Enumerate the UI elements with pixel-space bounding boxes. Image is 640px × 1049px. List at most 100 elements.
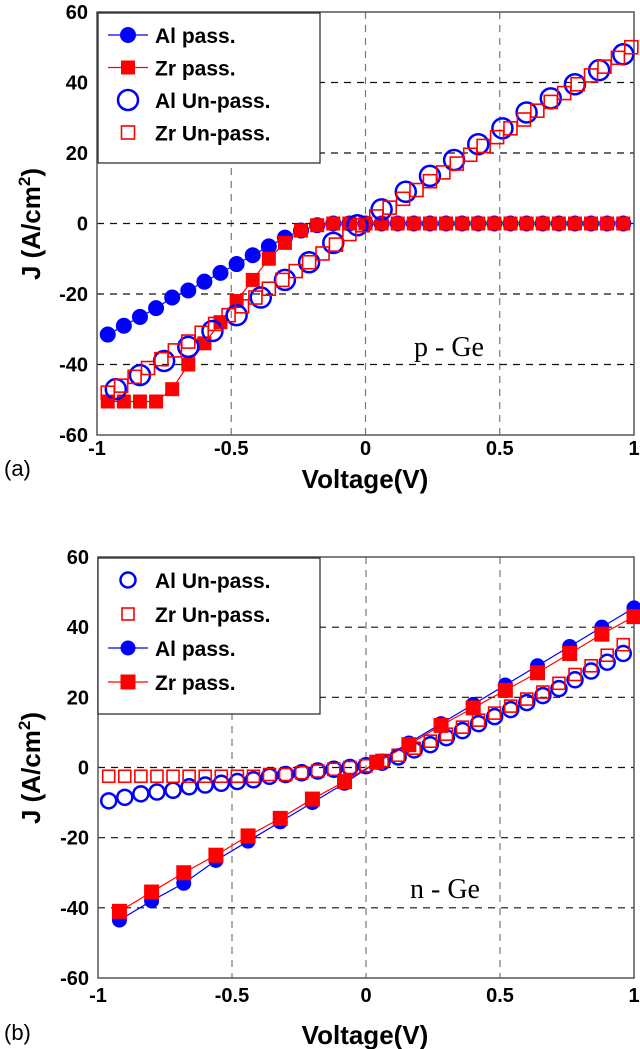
- data-point-circle: [164, 289, 181, 306]
- data-point-square: [610, 50, 626, 66]
- data-point-square: [567, 216, 582, 231]
- data-point-square: [294, 765, 309, 780]
- data-point-square: [278, 767, 293, 782]
- data-point-square: [487, 706, 502, 720]
- data-point-square: [245, 272, 260, 287]
- data-point-square: [570, 76, 585, 92]
- data-point-square: [181, 357, 196, 372]
- data-point-square: [230, 769, 245, 784]
- data-point-circle: [115, 317, 132, 334]
- legend-entry: Zr pass.: [108, 58, 236, 81]
- data-point-circle: [260, 238, 277, 255]
- legend-entry: Al Un-pass.: [119, 570, 271, 593]
- data-point-square: [355, 217, 371, 233]
- data-point-circle: [501, 700, 520, 719]
- data-point-circle: [120, 27, 136, 43]
- data-point-square: [111, 903, 127, 919]
- data-point-circle: [292, 764, 311, 782]
- data-point-square: [120, 674, 136, 690]
- data-point-circle: [99, 326, 116, 343]
- data-point-square: [462, 147, 478, 163]
- data-point-square: [497, 682, 513, 698]
- data-point-square: [167, 343, 183, 358]
- y-tick-label: -20: [60, 828, 89, 850]
- data-point-square: [455, 720, 470, 734]
- data-point-circle: [598, 653, 616, 671]
- legend-entry: Zr pass.: [108, 672, 236, 695]
- data-point-square: [409, 182, 424, 198]
- data-point-square: [277, 235, 292, 250]
- data-point-circle: [453, 721, 472, 740]
- data-point-square: [436, 165, 451, 180]
- y-axis-label-sup: 2: [15, 177, 34, 186]
- data-point-square: [616, 216, 631, 231]
- data-point-circle: [563, 73, 587, 96]
- data-point-circle: [180, 778, 198, 796]
- data-point-square: [422, 173, 438, 189]
- data-point-square: [140, 360, 156, 376]
- y-tick-label: -40: [59, 355, 88, 377]
- legend-label: Al Un-pass.: [155, 90, 271, 113]
- data-point-circle: [297, 251, 321, 274]
- legend-label: Zr pass.: [155, 58, 236, 81]
- data-point-square: [328, 237, 344, 252]
- x-tick-label: 0: [360, 985, 371, 1007]
- data-point-square: [616, 637, 631, 652]
- y-axis-label-close: ): [16, 168, 46, 177]
- annotation: p - Ge: [414, 332, 484, 363]
- data-point-square: [439, 216, 454, 231]
- data-point-square: [406, 216, 421, 231]
- y-axis-label-text: J (A/cm: [16, 730, 46, 824]
- panel-label: (a): [4, 456, 31, 481]
- data-point-square: [516, 112, 532, 127]
- data-point-circle: [180, 282, 197, 299]
- data-point-circle: [587, 58, 611, 82]
- data-point-circle: [120, 640, 136, 656]
- data-point-circle: [152, 349, 176, 373]
- x-tick-label: -1: [89, 985, 107, 1007]
- x-tick-label: 0: [360, 438, 371, 460]
- x-tick-label: 1: [628, 438, 639, 460]
- y-axis-label-close: ): [16, 712, 46, 721]
- data-point-square: [134, 769, 148, 784]
- plot-frame: [96, 11, 635, 436]
- data-point-square: [423, 734, 438, 748]
- data-point-square: [150, 769, 164, 784]
- data-point-square: [221, 307, 236, 323]
- data-point-circle: [276, 765, 295, 784]
- data-point-square: [624, 39, 639, 55]
- data-point-square: [304, 791, 320, 807]
- legend: Al Un-pass. Zr Un-pass. Al pass. Zr pass.: [97, 557, 321, 715]
- data-point-circle: [273, 268, 297, 292]
- data-point-square: [208, 847, 224, 863]
- data-point-circle: [244, 247, 261, 264]
- data-point-circle: [132, 785, 150, 803]
- x-tick-label: 0.5: [486, 985, 514, 1007]
- legend-entry: Al pass.: [108, 25, 236, 48]
- data-point-circle: [99, 792, 118, 810]
- data-point-circle: [164, 781, 182, 800]
- data-point-square: [455, 216, 470, 231]
- data-point-square: [248, 290, 263, 305]
- data-point-square: [556, 85, 572, 101]
- data-point-square: [449, 156, 465, 171]
- data-point-square: [301, 254, 317, 270]
- data-point-square: [342, 226, 357, 242]
- data-point-square: [568, 667, 582, 682]
- y-tick-label: -60: [59, 425, 88, 447]
- data-point-square: [471, 216, 486, 231]
- data-point-square: [101, 769, 116, 784]
- data-point-square: [552, 676, 566, 691]
- data-point-square: [113, 378, 129, 393]
- data-point-square: [382, 200, 397, 215]
- panel-label: (b): [4, 1020, 31, 1045]
- data-point-square: [395, 191, 411, 207]
- data-point-square: [422, 216, 437, 231]
- y-tick-label: -60: [60, 968, 89, 990]
- data-point-circle: [212, 774, 231, 793]
- data-point-circle: [394, 180, 418, 204]
- data-point-square: [543, 94, 559, 110]
- legend-entry: Zr Un-pass.: [120, 123, 271, 146]
- legend-label: Zr Un-pass.: [155, 604, 271, 627]
